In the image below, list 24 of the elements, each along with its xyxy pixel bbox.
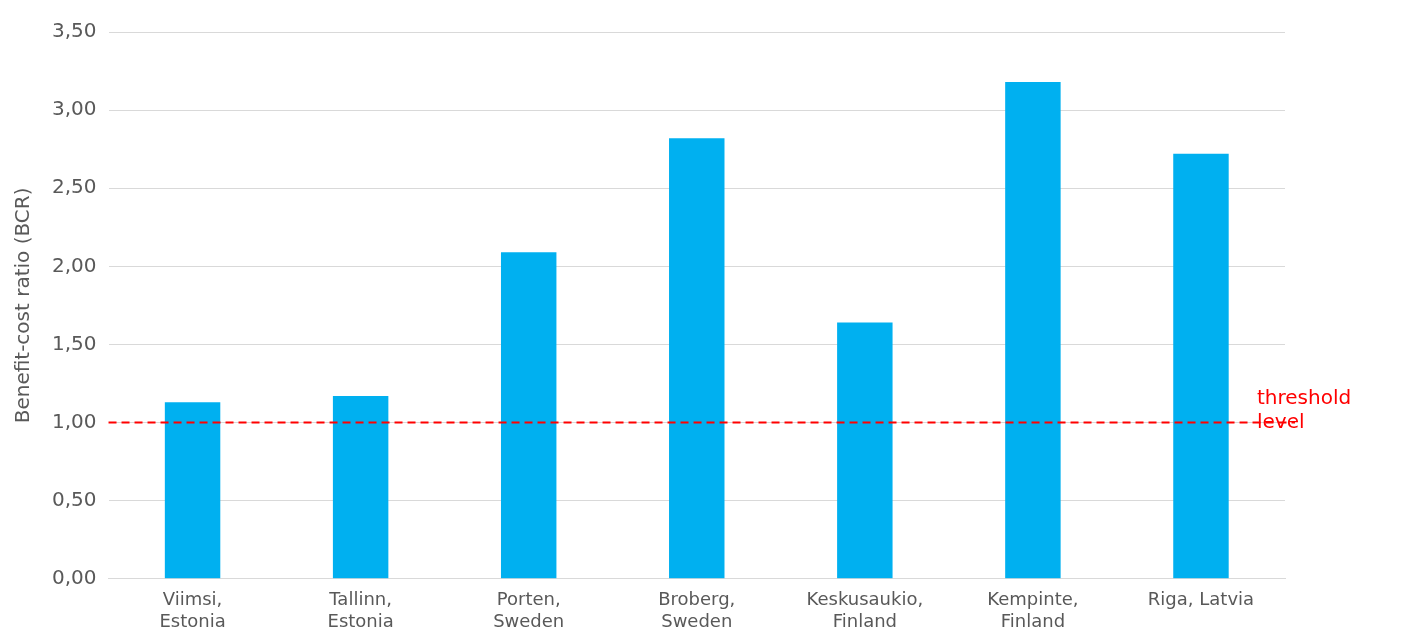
ref-line-label: threshold level [1257,384,1352,433]
x-tick-label: Porten, Sweden [493,588,565,631]
y-tick-label: 0,50 [52,486,97,511]
bar [669,138,725,579]
bar [837,322,893,579]
bar [332,396,389,579]
x-tick-label: Kempinte, Finland [987,588,1079,631]
y-tick-label: 0,00 [52,565,97,589]
y-tick-label: 2,50 [52,174,97,199]
bar [164,402,221,579]
y-tick-label: 2,00 [52,252,97,277]
x-tick-label: Tallinn, Estonia [327,588,394,631]
x-tick-label: Keskusaukio, Finland [806,588,924,631]
x-tick-label: Riga, Latvia [1147,588,1255,610]
bar [1173,153,1229,579]
y-tick-label: 1,00 [52,408,97,433]
y-tick-label: 3,50 [52,18,97,43]
x-tick-label: Viimsi, Estonia [159,588,226,631]
bar [1005,81,1061,579]
y-tick-label: 1,50 [52,330,97,355]
y-axis-title: Benefit-cost ratio (BCR) [10,187,35,424]
x-tick-label: Broberg, Sweden [658,588,736,631]
y-tick-label: 3,00 [52,96,97,121]
bar [500,252,557,579]
